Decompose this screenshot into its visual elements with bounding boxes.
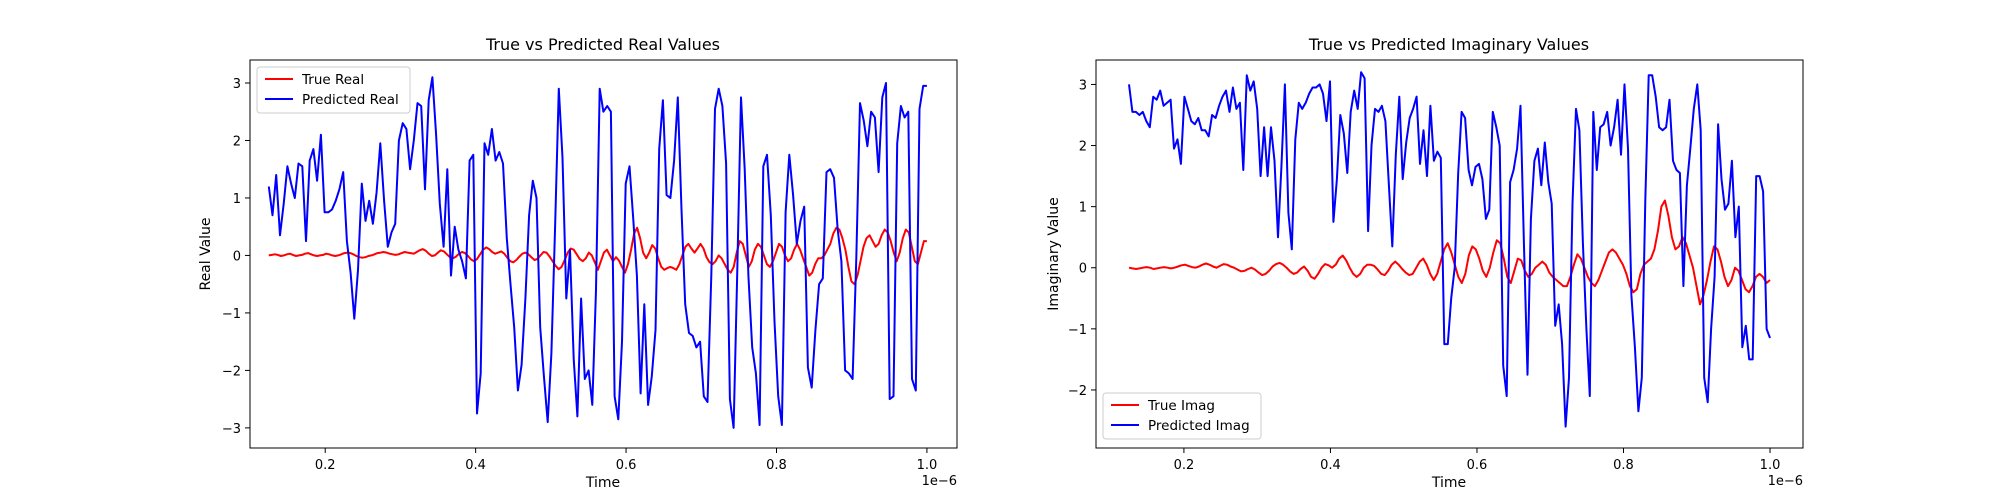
x-tick: 0.6 — [1467, 448, 1488, 473]
y-tick-label: 1 — [1079, 201, 1087, 216]
legend: True Real Predicted Real — [256, 66, 411, 114]
x-tick: 0.8 — [1613, 448, 1634, 473]
y-tick-label: −1 — [1068, 323, 1087, 338]
y-tick-label: 3 — [1079, 78, 1087, 93]
y-tick: 0 — [1079, 262, 1096, 277]
y-tick: −3 — [222, 422, 250, 437]
y-tick-label: −1 — [222, 307, 241, 322]
y-tick-label: −2 — [222, 364, 241, 379]
y-tick-label: −2 — [1068, 384, 1087, 399]
y-tick: 1 — [1079, 201, 1096, 216]
y-tick: −1 — [1068, 323, 1096, 338]
y-tick-label: 3 — [233, 77, 241, 92]
x-axis-ticks: 0.2 0.4 0.6 0.8 1.0 — [1174, 448, 1781, 473]
x-tick: 0.4 — [1320, 448, 1341, 473]
real-values-chart: True vs Predicted Real Values 0.2 0.4 0.6 0… — [198, 35, 958, 491]
x-tick: 0.6 — [616, 448, 637, 473]
y-tick-label: 2 — [233, 134, 241, 149]
series-line-true-imag — [1128, 199, 1771, 306]
legend-box — [1102, 392, 1262, 440]
y-tick: −2 — [1068, 384, 1096, 399]
plot-frame — [1095, 59, 1804, 449]
x-tick: 0.8 — [766, 448, 787, 473]
y-axis-label: Real Value — [198, 217, 214, 290]
y-tick: 2 — [1079, 140, 1096, 155]
x-tick-label: 0.8 — [766, 458, 787, 473]
legend-box — [256, 66, 411, 114]
y-tick: 0 — [233, 249, 250, 264]
chart-title: True vs Predicted Imaginary Values — [1308, 35, 1589, 54]
x-tick-label: 0.6 — [1467, 458, 1488, 473]
y-tick-label: 0 — [1079, 262, 1087, 277]
x-axis-ticks: 0.2 0.4 0.6 0.8 1.0 — [315, 448, 937, 473]
x-tick: 0.2 — [1174, 448, 1195, 473]
y-axis-ticks: −2 −1 0 1 2 3 — [1068, 78, 1096, 399]
x-tick-label: 1.0 — [917, 458, 938, 473]
y-tick-label: 0 — [233, 249, 241, 264]
y-axis-label: Imaginary Value — [1046, 197, 1062, 311]
y-tick: 2 — [233, 134, 250, 149]
chart-title: True vs Predicted Real Values — [485, 35, 720, 54]
plot-frame — [249, 59, 958, 449]
y-tick: 1 — [233, 192, 250, 207]
y-tick: 3 — [1079, 78, 1096, 93]
plot-area — [1128, 71, 1771, 428]
y-axis-ticks: −3 −2 −1 0 1 2 3 — [222, 77, 250, 437]
series-line-predicted-imag — [1128, 71, 1771, 428]
x-axis-label: Time — [1431, 475, 1466, 491]
x-tick-label: 0.4 — [465, 458, 486, 473]
imaginary-values-chart: True vs Predicted Imaginary Values 0.2 0.… — [1046, 35, 1804, 491]
x-tick: 0.2 — [315, 448, 336, 473]
y-tick: −1 — [222, 307, 250, 322]
x-tick-label: 0.2 — [315, 458, 336, 473]
x-tick-label: 0.6 — [616, 458, 637, 473]
y-tick-label: 2 — [1079, 140, 1087, 155]
legend: True Imag Predicted Imag — [1102, 392, 1262, 440]
x-tick-label: 1.0 — [1760, 458, 1781, 473]
y-tick: −2 — [222, 364, 250, 379]
plot-area — [267, 76, 927, 429]
series-line-true-real — [268, 226, 927, 286]
x-offset-label: 1e−6 — [1768, 474, 1803, 489]
series-line-predicted-real — [267, 76, 927, 429]
x-tick: 1.0 — [917, 448, 938, 473]
x-tick-label: 0.8 — [1613, 458, 1634, 473]
x-tick-label: 0.2 — [1174, 458, 1195, 473]
y-tick-label: −3 — [222, 422, 241, 437]
x-axis-label: Time — [585, 475, 620, 491]
legend-label-predicted-real: Predicted Real — [302, 92, 399, 108]
x-offset-label: 1e−6 — [922, 474, 957, 489]
legend-label-true-real: True Real — [301, 72, 364, 88]
legend-label-true-imag: True Imag — [1147, 398, 1215, 414]
x-tick: 0.4 — [465, 448, 486, 473]
x-tick-label: 0.4 — [1320, 458, 1341, 473]
y-tick: 3 — [233, 77, 250, 92]
x-tick: 1.0 — [1760, 448, 1781, 473]
y-tick-label: 1 — [233, 192, 241, 207]
legend-label-predicted-imag: Predicted Imag — [1148, 418, 1250, 434]
